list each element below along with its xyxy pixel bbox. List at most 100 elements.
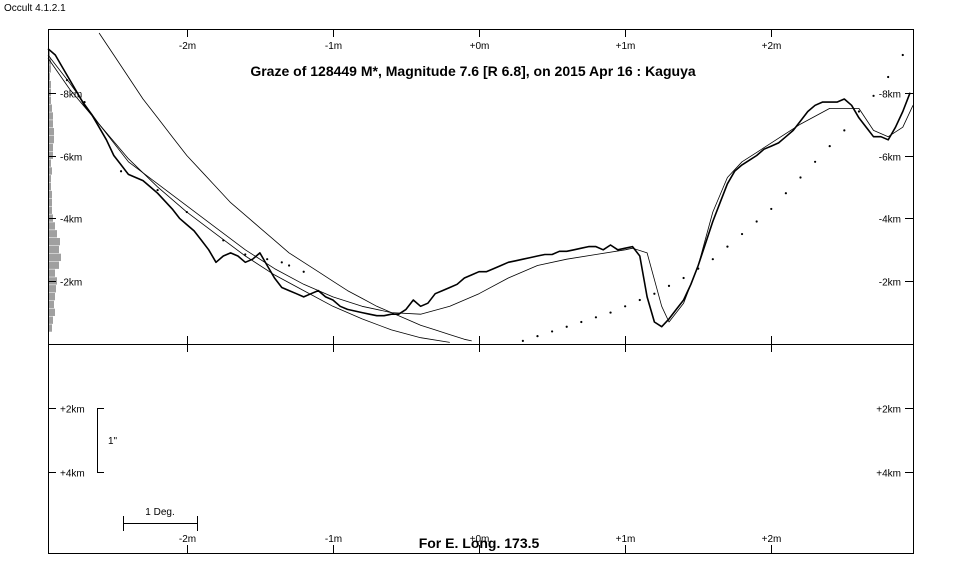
cusp-dots-point	[667, 284, 671, 287]
y-tick-label-right-bottom: +4km	[876, 469, 901, 480]
cusp-dots-point	[609, 311, 612, 314]
y-tick-label-left: -6km	[60, 153, 82, 164]
cusp-dots-point	[536, 335, 539, 338]
histogram-bar	[49, 292, 55, 301]
histogram-bar	[49, 49, 50, 57]
cusp-dots-point	[726, 245, 729, 248]
y-tick-label-left: -2km	[60, 278, 82, 289]
cusp-dots-point	[843, 129, 846, 132]
bottom-panel-frame	[48, 344, 914, 554]
histogram-bar	[49, 245, 59, 254]
histogram-bar	[49, 135, 54, 144]
y-tick-label-right: -6km	[879, 153, 901, 164]
degree-scale-bar: 1 Deg.	[123, 507, 198, 531]
y-tick-label-right: -8km	[879, 90, 901, 101]
dotted-limit-left-point	[222, 239, 225, 242]
arcsec-scale-bar: 1"	[97, 408, 118, 473]
histogram-bar	[49, 277, 57, 285]
histogram-bar	[49, 120, 53, 128]
dotted-limit-left-point	[119, 170, 123, 173]
histogram-bar	[49, 230, 57, 238]
histogram-bar	[49, 285, 56, 293]
cusp-dots-point	[711, 258, 714, 261]
kaguya-profile-line	[47, 48, 911, 328]
cusp-dots-point	[565, 325, 568, 328]
x-tick-label-bottom: +2m	[762, 534, 782, 545]
x-tick-label-top: +2m	[762, 41, 782, 52]
histogram-bar	[49, 308, 55, 317]
histogram-bar	[49, 222, 55, 230]
histogram-bar	[49, 183, 51, 191]
histogram-bar	[49, 253, 61, 262]
histogram-bar	[49, 261, 59, 269]
y-tick-label-right-bottom: +2km	[876, 405, 901, 416]
histogram-bar	[49, 316, 53, 324]
x-tick-label-top: +0m	[470, 41, 490, 52]
dotted-limit-left-point	[302, 270, 305, 273]
degree-scale-label: 1 Deg.	[145, 507, 174, 518]
cusp-dots-point	[697, 267, 700, 270]
x-tick-label-bottom: +1m	[616, 534, 636, 545]
histogram-bar	[49, 65, 51, 73]
y-tick-label-left: -8km	[60, 90, 82, 101]
histogram-bar	[49, 151, 53, 159]
histogram-bar	[49, 237, 60, 246]
x-tick-label-top: +1m	[616, 41, 636, 52]
cusp-dots-point	[740, 232, 744, 236]
cusp-dots-point	[857, 110, 861, 113]
dotted-limit-left-point	[83, 101, 86, 104]
axis-ticks: -2m -2m -1m -1m +0m +0m +1m +1m +2m +2m -2km -2km -4…	[48, 29, 913, 553]
histogram-bar	[49, 159, 51, 167]
y-tick-label-left-bottom: +4km	[60, 469, 85, 480]
histogram-bar	[49, 88, 51, 97]
southern-limit-line	[47, 57, 450, 343]
app-title: Occult 4.1.2.1	[4, 3, 66, 14]
cusp-dots-point	[682, 276, 685, 280]
histogram-bar	[49, 198, 52, 207]
histogram-bar	[49, 206, 52, 214]
cusp-dots-point	[770, 207, 773, 211]
dotted-limit-left-point	[185, 210, 188, 214]
cusp-dots-point	[901, 53, 904, 57]
x-tick-label-bottom: +0m	[470, 534, 490, 545]
dotted-limit-left-point	[244, 253, 247, 256]
cusp-dots-point	[638, 298, 641, 302]
x-tick-label-top: -2m	[179, 41, 196, 52]
cusp-dots-point	[755, 220, 758, 223]
dotted-limit-left-point	[287, 264, 291, 267]
dotted-limit-left-point	[266, 258, 269, 261]
chart-title: Graze of 128449 M*, Magnitude 7.6 [R 6.8…	[250, 63, 696, 79]
northern-limit-line	[98, 32, 472, 342]
histogram-bar	[49, 112, 53, 120]
dotted-limit-left-point	[156, 188, 159, 192]
histogram-bar	[49, 73, 50, 81]
cusp-dots-point	[872, 94, 875, 97]
x-tick-label-top: -1m	[325, 41, 342, 52]
histogram-bar	[49, 324, 52, 332]
mean-limb-line	[47, 54, 914, 323]
cusp-dots-point	[814, 160, 817, 163]
x-tick-label-bottom: -2m	[179, 534, 196, 545]
chart-footer: For E. Long. 173.5	[419, 535, 540, 551]
histogram-bar	[49, 269, 55, 277]
cusp-dots-point	[784, 192, 787, 195]
histogram-bar	[49, 143, 53, 152]
histogram-bar	[49, 80, 51, 89]
cusp-dots-point	[580, 320, 583, 324]
histogram-bar	[49, 104, 52, 112]
cusp-dots-point	[550, 330, 554, 333]
histogram-bar	[49, 190, 52, 199]
cusp-dots-point	[828, 144, 831, 148]
arcsec-scale-label: 1"	[108, 436, 118, 447]
histogram-bar	[49, 300, 54, 309]
cusp-dots-point	[799, 176, 802, 179]
cusp-dots-point	[594, 316, 598, 319]
histogram-bar	[49, 167, 52, 175]
cusp-dots-point	[521, 339, 524, 342]
y-tick-label-right: -2km	[879, 278, 901, 289]
cusp-dots-point	[653, 292, 656, 295]
limb-histogram	[49, 49, 61, 332]
data-series	[47, 32, 914, 343]
dotted-limit-left-point	[280, 261, 283, 264]
